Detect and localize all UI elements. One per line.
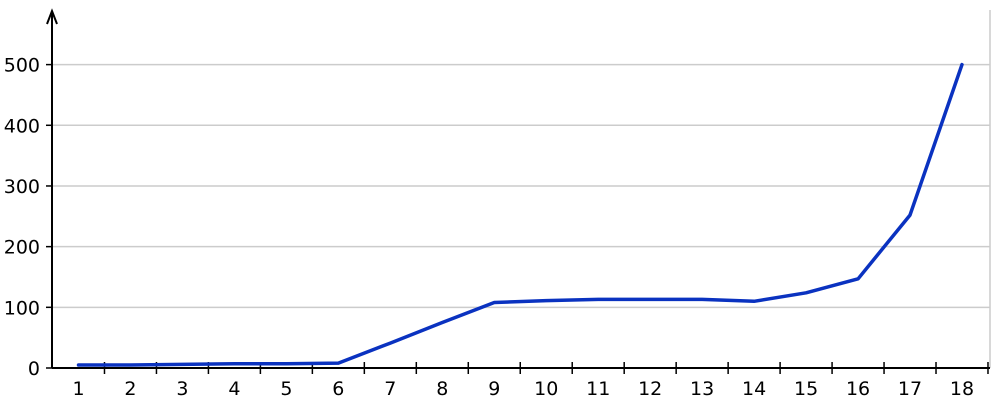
grid-layer [52,10,991,368]
x-tick-label-12: 12 [638,378,662,400]
x-tick-label-14: 14 [742,378,766,400]
y-tick-label-100: 100 [4,297,40,319]
x-tick-label-6: 6 [332,378,344,400]
x-tick-label-17: 17 [898,378,922,400]
x-tick-label-10: 10 [534,378,558,400]
x-tick-label-16: 16 [846,378,870,400]
x-tick-label-18: 18 [950,378,974,400]
x-tick-label-7: 7 [384,378,396,400]
x-tick-label-1: 1 [72,378,84,400]
x-tick-label-11: 11 [586,378,610,400]
series-layer [76,62,964,367]
x-tick-label-4: 4 [228,378,240,400]
x-tick-label-5: 5 [280,378,292,400]
x-tick-label-13: 13 [690,378,714,400]
x-tick-label-15: 15 [794,378,818,400]
y-tick-label-500: 500 [4,55,40,77]
y-tick-label-400: 400 [4,115,40,137]
x-tick-label-9: 9 [488,378,500,400]
series-line-0 [76,62,964,367]
y-tick-label-0: 0 [28,358,40,380]
x-tick-label-3: 3 [176,378,188,400]
ticks-layer [46,63,989,374]
x-tick-label-8: 8 [436,378,448,400]
y-tick-label-200: 200 [4,237,40,259]
y-tick-label-300: 300 [4,176,40,198]
y-axis-arrow-icon [46,8,58,25]
x-tick-label-2: 2 [124,378,136,400]
